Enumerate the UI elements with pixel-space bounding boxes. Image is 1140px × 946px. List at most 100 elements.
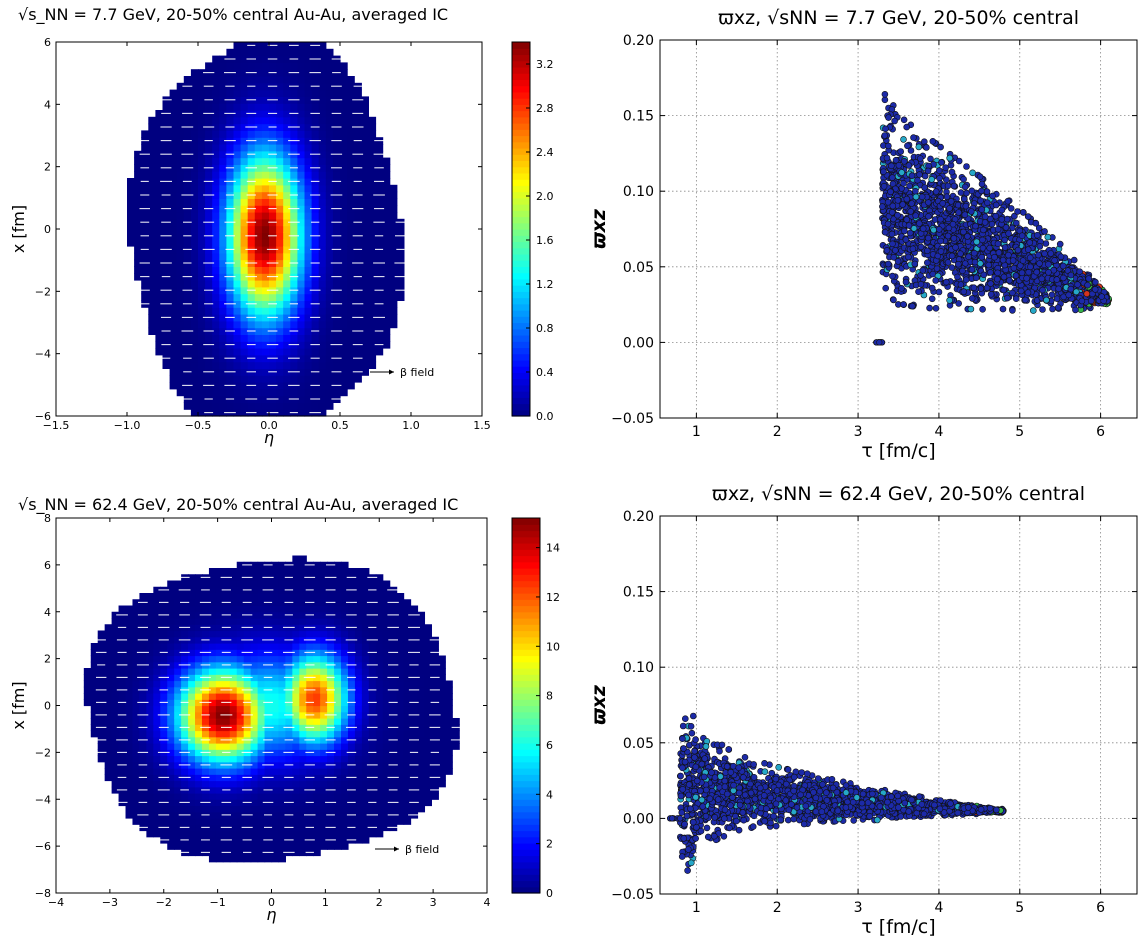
heatmap-cell xyxy=(304,150,313,159)
heatmap-cell xyxy=(240,164,249,172)
data-point xyxy=(1000,286,1008,294)
heatmap-cell xyxy=(347,82,355,91)
heatmap-cell xyxy=(396,293,405,301)
heatmap-cell xyxy=(297,395,306,403)
heatmap-cell xyxy=(240,307,249,315)
heatmap-cell xyxy=(361,354,369,363)
heatmap-cell xyxy=(90,680,99,688)
heatmap-cell xyxy=(226,130,235,138)
heatmap-cell xyxy=(195,780,203,788)
heatmap-cell xyxy=(247,157,256,165)
heatmap-cell xyxy=(354,103,362,111)
heatmap-cell xyxy=(283,150,291,159)
heatmap-cell xyxy=(205,239,213,247)
heatmap-cell xyxy=(247,239,256,247)
heatmap-cell xyxy=(269,320,277,329)
heatmap-cell xyxy=(318,409,327,417)
heatmap-cell xyxy=(254,62,263,70)
heatmap-cell xyxy=(375,157,384,165)
heatmap-cell xyxy=(311,252,320,261)
heatmap-cell xyxy=(261,395,270,403)
heatmap-cell xyxy=(167,593,175,600)
heatmap-cell xyxy=(132,605,141,613)
heatmap-cell xyxy=(240,286,249,295)
heatmap-cell xyxy=(198,307,206,315)
heatmap-cell xyxy=(375,212,384,220)
heatmap-cell xyxy=(198,218,206,227)
heatmap-cell xyxy=(183,103,192,111)
heatmap-cell xyxy=(276,348,284,356)
heatmap-cell xyxy=(240,130,249,138)
heatmap-cell xyxy=(127,198,135,206)
data-point xyxy=(928,284,936,292)
data-point xyxy=(1039,286,1046,294)
heatmap-cell xyxy=(269,388,277,397)
heatmap-cell xyxy=(155,150,164,159)
heatmap-cell xyxy=(198,239,206,247)
heatmap-cell xyxy=(148,280,156,288)
heatmap-cell xyxy=(297,354,306,363)
heatmap-cell xyxy=(318,62,327,70)
heatmap-cell xyxy=(325,76,334,84)
heatmap-cell xyxy=(283,327,291,335)
x-tick-label: 0.0 xyxy=(260,419,278,432)
heatmap-cell xyxy=(290,212,298,220)
heatmap-cell xyxy=(304,334,313,342)
heatmap-cell xyxy=(261,307,270,315)
heatmap-cell xyxy=(368,314,377,322)
heatmap-cell xyxy=(254,354,263,363)
heatmap-cell xyxy=(247,48,256,57)
heatmap-cell xyxy=(254,184,263,193)
data-point xyxy=(968,266,976,273)
data-point xyxy=(960,175,967,183)
heatmap-cell xyxy=(181,780,189,788)
heatmap-cell xyxy=(247,375,256,383)
heatmap-cell xyxy=(146,643,154,650)
heatmap-cell xyxy=(276,144,284,152)
heatmap-cell xyxy=(212,184,220,193)
heatmap-cell xyxy=(148,327,156,335)
heatmap-cell xyxy=(155,327,164,335)
heatmap-cell xyxy=(340,212,348,220)
y-tick-label: 0.05 xyxy=(623,260,654,276)
heatmap-cell xyxy=(176,259,185,267)
data-point xyxy=(925,213,932,220)
heatmap-cell xyxy=(195,768,203,775)
heatmap-cell xyxy=(240,341,249,349)
heatmap-cell xyxy=(361,123,369,131)
heatmap-cell xyxy=(297,184,306,193)
data-point xyxy=(1074,281,1081,288)
data-point xyxy=(937,215,944,223)
heatmap-cell xyxy=(169,341,178,349)
data-point xyxy=(943,193,951,200)
heatmap-cell xyxy=(283,144,291,152)
heatmap-cell xyxy=(347,375,355,383)
heatmap-cell xyxy=(261,184,270,193)
y-tick-label: 2 xyxy=(44,161,51,174)
heatmap-cell xyxy=(190,232,199,240)
heatmap-cell xyxy=(382,164,391,172)
heatmap-cell xyxy=(304,116,313,125)
heatmap-cell xyxy=(190,259,199,267)
heatmap-cell xyxy=(190,314,199,322)
heatmap-cell xyxy=(169,334,178,342)
heatmap-cell xyxy=(176,110,185,118)
heatmap-cell xyxy=(190,218,199,227)
heatmap-cell xyxy=(354,320,362,329)
heatmap-cell xyxy=(340,89,348,97)
heatmap-cell xyxy=(297,42,306,50)
y-tick-label: 0 xyxy=(44,223,51,236)
heatmap-cell xyxy=(183,239,192,247)
heatmap-cell xyxy=(347,327,355,335)
heatmap-cell xyxy=(219,354,227,363)
heatmap-cell xyxy=(183,116,192,125)
heatmap-cell xyxy=(240,96,249,104)
data-point xyxy=(1004,294,1011,302)
heatmap-cell xyxy=(261,259,270,267)
data-point xyxy=(915,288,922,296)
heatmap-cell xyxy=(219,76,227,84)
heatmap-cell xyxy=(176,218,185,227)
heatmap-cell xyxy=(311,361,320,369)
heatmap-cell xyxy=(183,252,192,261)
heatmap-cell xyxy=(125,630,134,638)
